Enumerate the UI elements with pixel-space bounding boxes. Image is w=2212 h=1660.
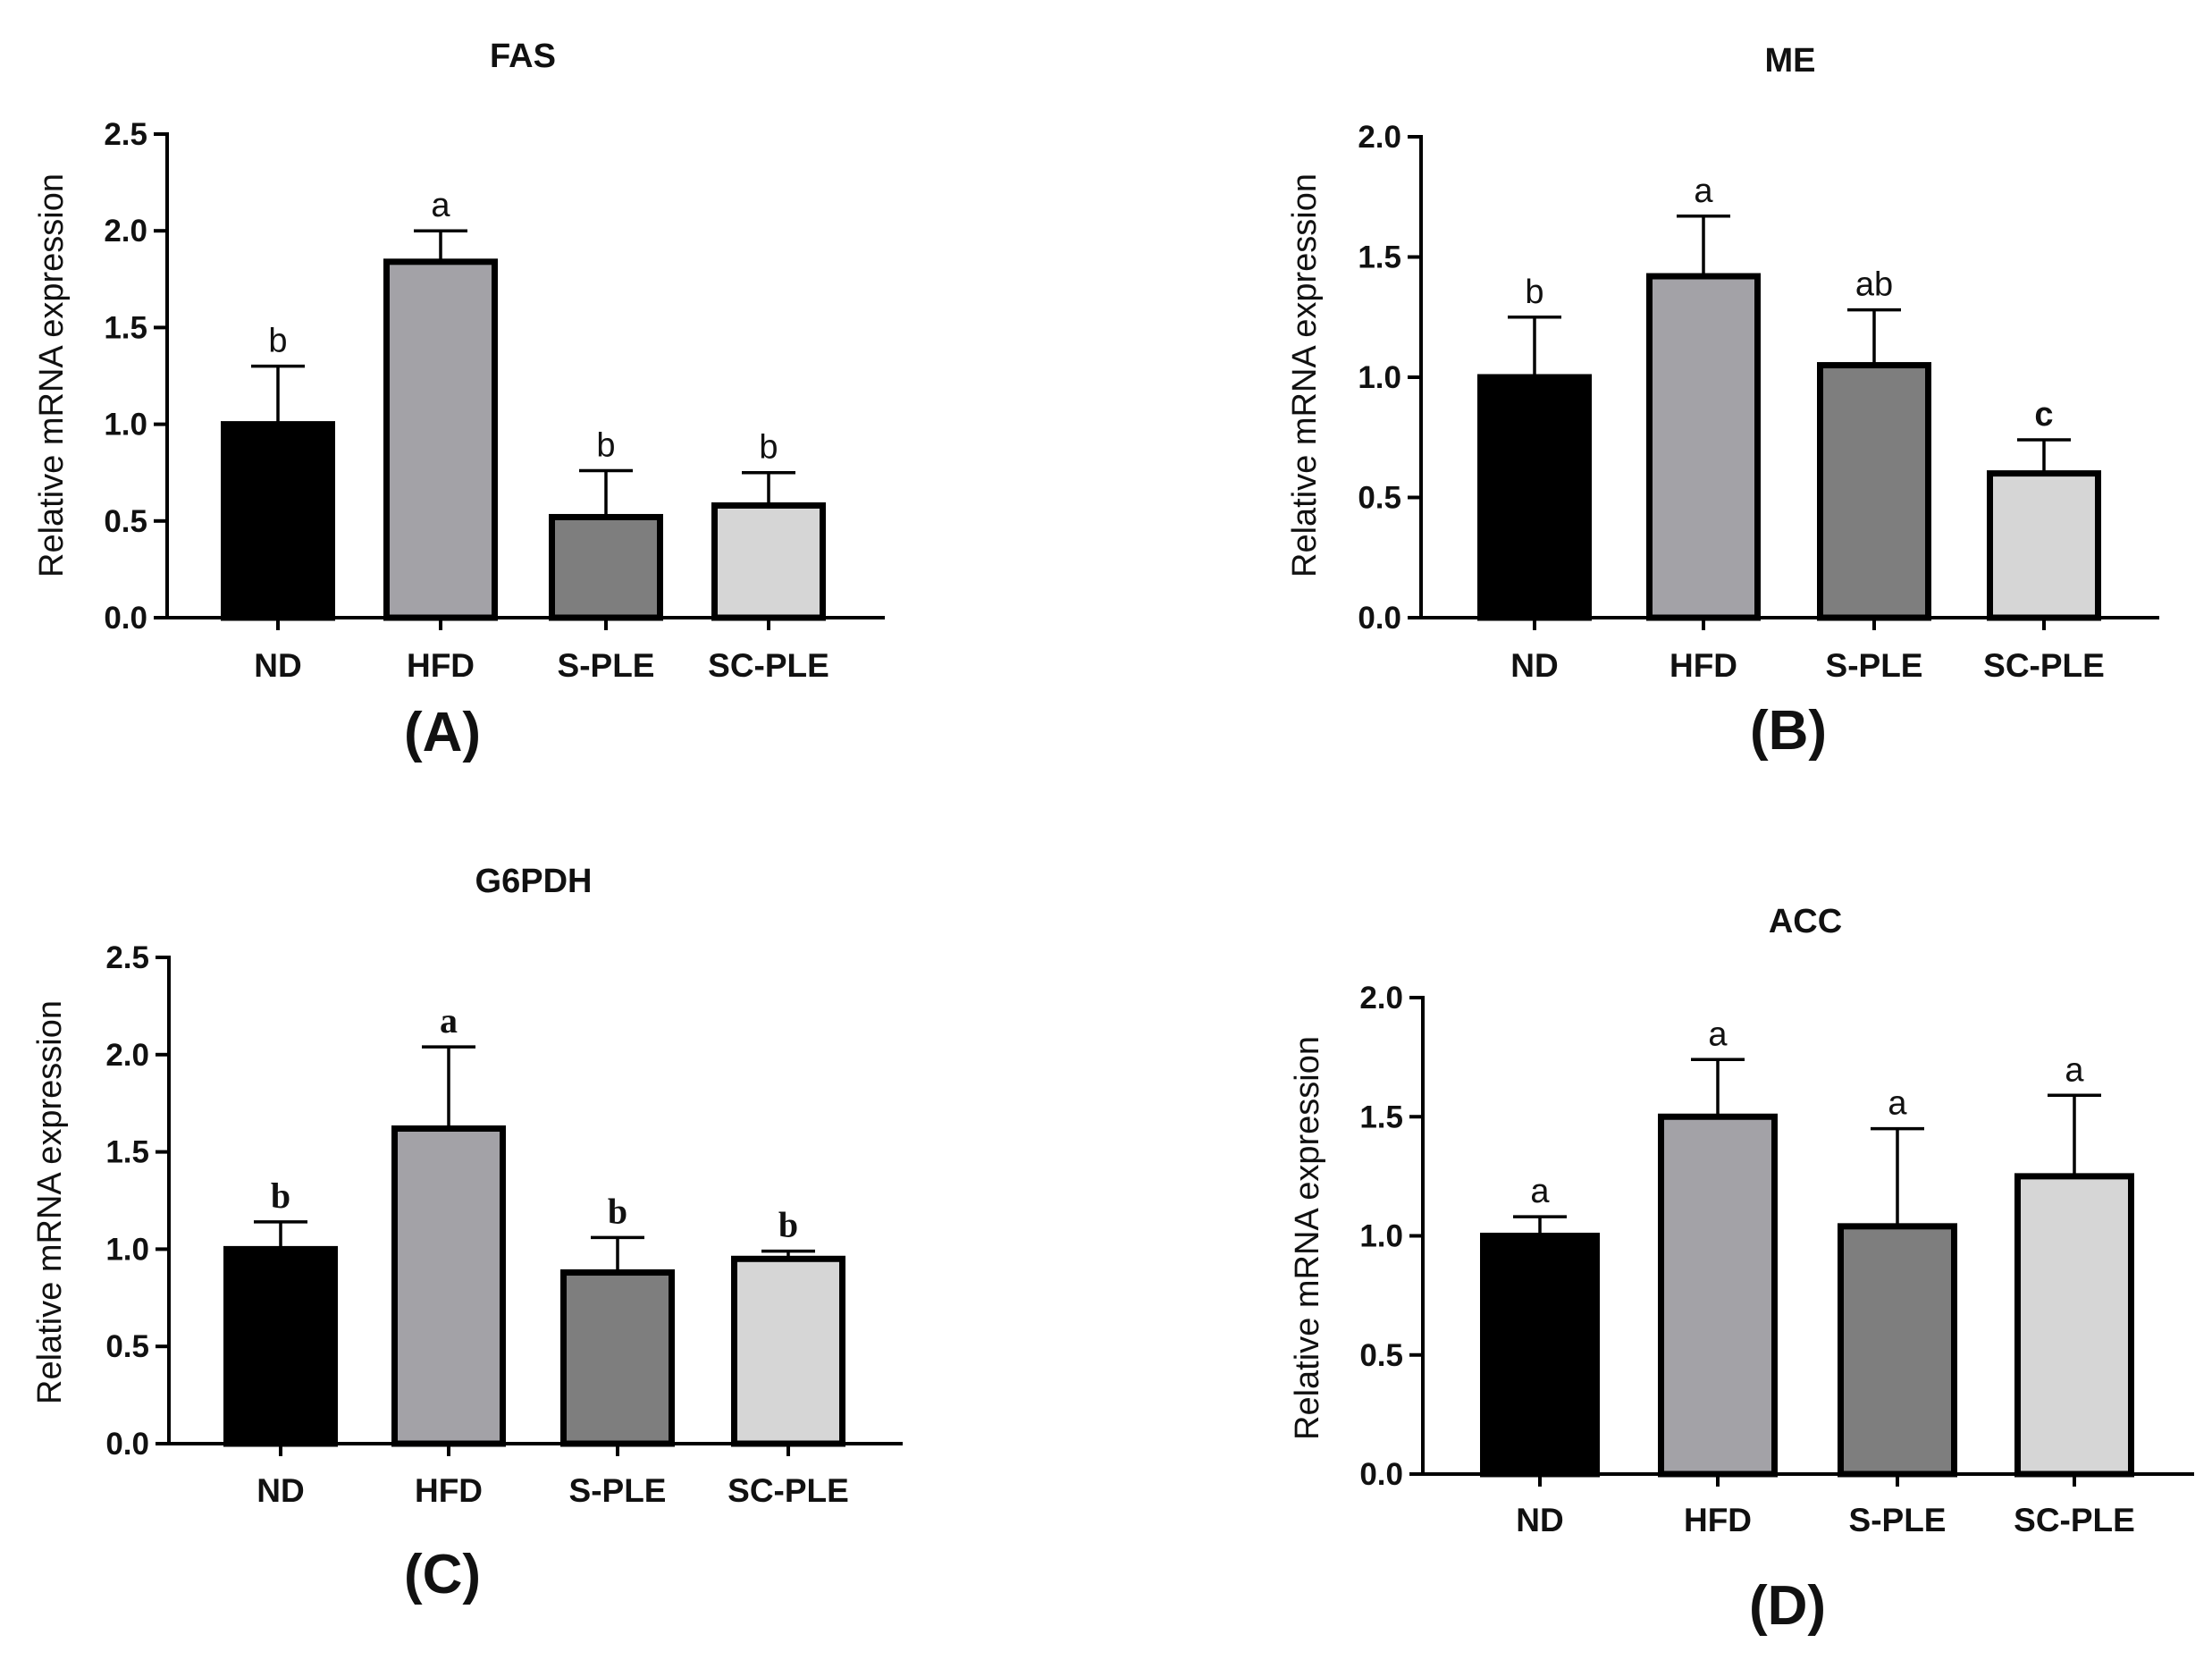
significance-label-hfd: a: [431, 187, 450, 224]
x-tick-label-hfd: HFD: [1684, 1502, 1752, 1538]
y-tick-label: 0.0: [105, 1427, 149, 1462]
significance-label-nd: a: [1530, 1173, 1550, 1210]
bar-nd: [1477, 374, 1592, 621]
chart-title: FAS: [490, 38, 556, 75]
chart-title: ACC: [1769, 903, 1842, 940]
bar-sc-ple: [1987, 470, 2101, 621]
chart-title: G6PDH: [475, 863, 593, 900]
x-tick-label-nd: ND: [1510, 647, 1558, 684]
bar-hfd: [1658, 1113, 1778, 1478]
x-tick-label-hfd: HFD: [1670, 647, 1737, 684]
x-tick-label-s-ple: S-PLE: [1826, 647, 1923, 684]
chart-panel-2: ME Relative mRNA expression 0.0 0.5 1.0 1.5 2.…: [1286, 42, 2159, 762]
x-tick-label-sc-ple: SC-PLE: [728, 1472, 849, 1509]
y-tick-label: 2.0: [105, 1038, 149, 1073]
y-tick-label: 1.5: [1359, 1100, 1403, 1134]
bar-hfd: [391, 1125, 506, 1447]
x-tick-label-sc-ple: SC-PLE: [1983, 647, 2105, 684]
chart-panel-3: G6PDH Relative mRNA expression 0.0 0.5 1.0 1.…: [31, 863, 903, 1605]
x-tick-label-sc-ple: SC-PLE: [708, 647, 829, 684]
y-axis-label: Relative mRNA expression: [31, 1000, 69, 1404]
significance-label-hfd: a: [1694, 173, 1713, 210]
panel-label: (D): [1749, 1575, 1826, 1637]
significance-label-s-ple: b: [608, 1191, 627, 1231]
significance-label-sc-ple: b: [778, 1205, 798, 1245]
y-tick-label: 0.5: [105, 1329, 149, 1364]
y-tick-label: 1.0: [1358, 360, 1401, 395]
y-tick-label: 2.0: [1358, 120, 1401, 155]
bar-sc-ple: [731, 1255, 845, 1447]
significance-label-hfd: a: [440, 1000, 458, 1041]
bar-nd: [221, 421, 335, 621]
y-axis-label: Relative mRNA expression: [33, 173, 71, 577]
y-tick-label: 0.0: [1359, 1457, 1403, 1492]
x-tick-label-hfd: HFD: [407, 647, 475, 684]
y-tick-label: 2.0: [104, 214, 147, 249]
significance-label-nd: b: [271, 1175, 290, 1216]
panel-label: (C): [404, 1544, 481, 1605]
y-tick-label: 2.0: [1359, 981, 1403, 1015]
significance-label-s-ple: a: [1888, 1085, 1907, 1123]
x-tick-label-sc-ple: SC-PLE: [2014, 1502, 2135, 1538]
bar-hfd: [1646, 273, 1761, 621]
x-tick-label-hfd: HFD: [415, 1472, 483, 1509]
x-tick-label-nd: ND: [254, 647, 301, 684]
y-tick-label: 0.5: [1358, 481, 1401, 516]
y-axis-label: Relative mRNA expression: [1286, 173, 1324, 577]
bar-s-ple: [1838, 1223, 1957, 1478]
panel-label: (B): [1750, 700, 1827, 762]
y-axis-label: Relative mRNA expression: [1289, 1036, 1326, 1440]
y-tick-label: 0.5: [1359, 1338, 1403, 1373]
y-tick-label: 0.0: [104, 601, 147, 636]
y-tick-label: 0.0: [1358, 601, 1401, 636]
x-tick-label-s-ple: S-PLE: [569, 1472, 667, 1509]
bar-sc-ple: [2014, 1173, 2134, 1478]
bar-hfd: [383, 258, 498, 621]
significance-label-nd: b: [268, 323, 287, 360]
y-tick-label: 1.0: [105, 1232, 149, 1267]
significance-label-sc-ple: b: [759, 429, 778, 467]
bar-sc-ple: [711, 501, 826, 621]
x-tick-label-s-ple: S-PLE: [558, 647, 655, 684]
significance-label-s-ple: b: [596, 427, 615, 465]
bar-s-ple: [560, 1269, 675, 1447]
y-tick-label: 0.5: [104, 504, 147, 539]
significance-label-nd: b: [1525, 274, 1543, 311]
y-tick-label: 2.5: [105, 940, 149, 975]
y-tick-label: 1.5: [104, 310, 147, 345]
bar-nd: [223, 1245, 338, 1447]
bar-s-ple: [549, 513, 663, 621]
significance-label-sc-ple: a: [2065, 1051, 2084, 1089]
y-tick-label: 2.5: [104, 117, 147, 152]
chart-panel-4: ACC Relative mRNA expression 0.0 0.5 1.0 1.5 2…: [1289, 903, 2194, 1637]
x-tick-label-nd: ND: [257, 1472, 304, 1509]
y-tick-label: 1.0: [1359, 1219, 1403, 1254]
panel-label: (A): [404, 702, 481, 763]
y-tick-label: 1.0: [104, 408, 147, 442]
chart-title: ME: [1765, 42, 1816, 80]
y-tick-label: 1.5: [1358, 240, 1401, 275]
significance-label-sc-ple: c: [2034, 396, 2053, 434]
significance-label-hfd: a: [1708, 1015, 1728, 1053]
chart-panel-1: FAS Relative mRNA expression 0.0 0.5 1.0 1.5 2…: [33, 38, 885, 763]
bar-s-ple: [1817, 362, 1931, 621]
y-tick-label: 1.5: [105, 1135, 149, 1170]
bar-nd: [1480, 1233, 1600, 1478]
x-tick-label-s-ple: S-PLE: [1849, 1502, 1947, 1538]
significance-label-s-ple: ab: [1855, 266, 1893, 304]
x-tick-label-nd: ND: [1516, 1502, 1563, 1538]
